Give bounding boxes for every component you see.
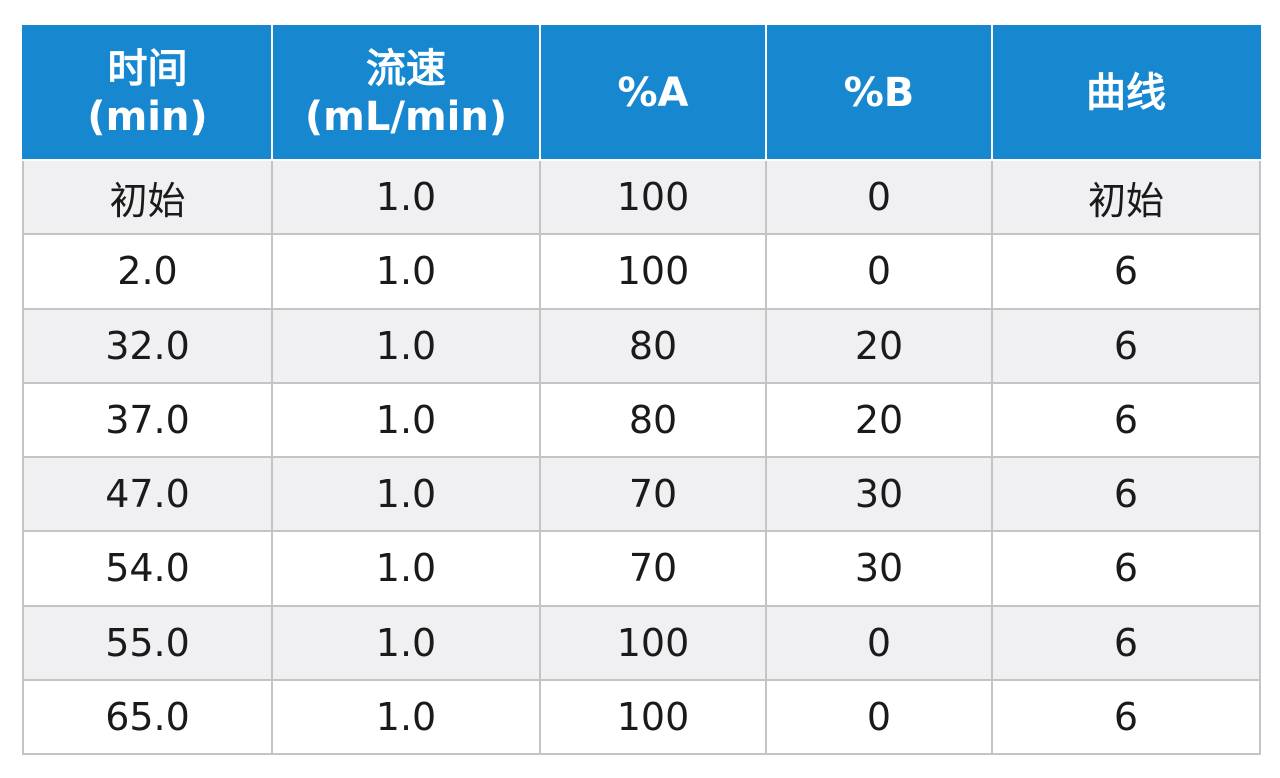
cell-time: 47.0: [22, 455, 273, 533]
header-flow-unit: (mL/min): [304, 94, 508, 140]
cell-curve: 6: [991, 307, 1261, 384]
cell-curve: 6: [991, 678, 1261, 756]
cell-time: 65.0: [22, 678, 273, 756]
cell-percent-a: 70: [539, 530, 767, 607]
header-row: 时间 (min) 流速 (mL/min) %A %B 曲线: [22, 25, 1261, 161]
cell-time: 55.0: [22, 604, 273, 681]
cell-flow: 1.0: [271, 455, 541, 533]
cell-percent-a: 70: [539, 455, 767, 533]
cell-time: 37.0: [22, 381, 273, 459]
cell-percent-a: 100: [539, 158, 767, 236]
header-percent-a: %A: [539, 25, 767, 161]
header-curve-label: 曲线: [1086, 70, 1166, 116]
cell-percent-b: 20: [765, 307, 993, 384]
table-header: 时间 (min) 流速 (mL/min) %A %B 曲线: [22, 25, 1261, 161]
table-row: 55.0 1.0 100 0 6: [22, 604, 1261, 681]
header-percent-b-label: %B: [843, 70, 915, 116]
cell-time: 2.0: [22, 233, 273, 310]
cell-curve: 6: [991, 455, 1261, 533]
cell-time: 32.0: [22, 307, 273, 384]
header-percent-a-label: %A: [617, 70, 689, 116]
table-body: 初始 1.0 100 0 初始 2.0 1.0 100 0 6 32.0 1.0…: [22, 158, 1261, 756]
table-row: 初始 1.0 100 0 初始: [22, 158, 1261, 236]
cell-time: 初始: [22, 158, 273, 236]
cell-flow: 1.0: [271, 381, 541, 459]
cell-percent-b: 0: [765, 678, 993, 756]
cell-curve: 6: [991, 530, 1261, 607]
header-time: 时间 (min): [22, 25, 273, 161]
cell-flow: 1.0: [271, 678, 541, 756]
cell-percent-a: 100: [539, 604, 767, 681]
table-row: 47.0 1.0 70 30 6: [22, 455, 1261, 533]
cell-percent-b: 0: [765, 604, 993, 681]
cell-percent-a: 80: [539, 381, 767, 459]
cell-percent-b: 30: [765, 530, 993, 607]
cell-percent-a: 80: [539, 307, 767, 384]
table-row: 54.0 1.0 70 30 6: [22, 530, 1261, 607]
cell-percent-b: 20: [765, 381, 993, 459]
cell-curve: 6: [991, 381, 1261, 459]
cell-curve: 初始: [991, 158, 1261, 236]
cell-percent-a: 100: [539, 678, 767, 756]
header-percent-b: %B: [765, 25, 993, 161]
cell-flow: 1.0: [271, 604, 541, 681]
cell-time: 54.0: [22, 530, 273, 607]
cell-percent-b: 0: [765, 158, 993, 236]
cell-curve: 6: [991, 604, 1261, 681]
header-curve: 曲线: [991, 25, 1261, 161]
cell-flow: 1.0: [271, 233, 541, 310]
cell-flow: 1.0: [271, 307, 541, 384]
cell-flow: 1.0: [271, 530, 541, 607]
cell-percent-a: 100: [539, 233, 767, 310]
table-row: 2.0 1.0 100 0 6: [22, 233, 1261, 310]
cell-percent-b: 0: [765, 233, 993, 310]
header-flow-label: 流速: [366, 46, 446, 92]
gradient-table: 时间 (min) 流速 (mL/min) %A %B 曲线 初始 1.0 100…: [22, 25, 1261, 756]
header-time-label: 时间: [107, 46, 188, 92]
header-flow: 流速 (mL/min): [271, 25, 541, 161]
table-row: 65.0 1.0 100 0 6: [22, 678, 1261, 756]
cell-flow: 1.0: [271, 158, 541, 236]
header-time-unit: (min): [87, 94, 208, 140]
table-row: 32.0 1.0 80 20 6: [22, 307, 1261, 384]
table-row: 37.0 1.0 80 20 6: [22, 381, 1261, 459]
cell-curve: 6: [991, 233, 1261, 310]
cell-percent-b: 30: [765, 455, 993, 533]
